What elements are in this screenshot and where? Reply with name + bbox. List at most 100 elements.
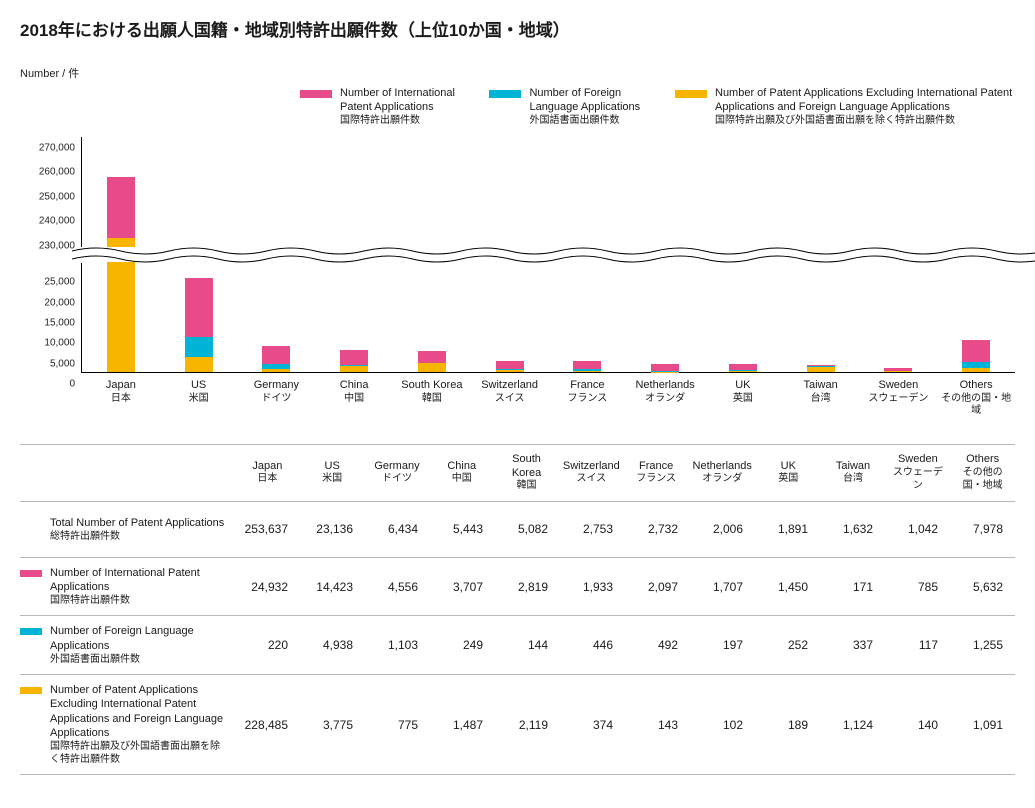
table-cell: 1,933 [560, 572, 625, 602]
y-tick: 10,000 [44, 338, 75, 349]
x-label: Taiwan台湾 [782, 373, 860, 418]
table-cell: 6,434 [365, 514, 430, 544]
bar [782, 263, 860, 372]
bar-upper [238, 137, 316, 247]
y-tick: 260,000 [39, 167, 75, 178]
table-cell: 3,707 [430, 572, 495, 602]
bar-upper [160, 137, 238, 247]
table-col-header: Japan日本 [235, 452, 300, 494]
bar-upper [937, 137, 1015, 247]
bar-upper [626, 137, 704, 247]
table-cell: 2,006 [690, 514, 755, 544]
table-cell: 117 [885, 630, 950, 660]
legend-item: Number of Patent Applications Excluding … [675, 87, 1015, 127]
table-cell: 1,042 [885, 514, 950, 544]
table-col-header: Taiwan台湾 [821, 452, 886, 494]
table-cell: 171 [820, 572, 885, 602]
table-cell: 252 [755, 630, 820, 660]
table-cell: 1,124 [820, 710, 885, 740]
x-label: Swedenスウェーデン [860, 373, 938, 418]
table-cell: 2,753 [560, 514, 625, 544]
table-cell: 197 [690, 630, 755, 660]
bar-upper [782, 137, 860, 247]
y-tick: 20,000 [44, 297, 75, 308]
table-col-header: US米国 [300, 452, 365, 494]
table-cell: 5,082 [495, 514, 560, 544]
legend-item: Number of International Patent Applicati… [300, 87, 461, 127]
table-cell: 2,732 [625, 514, 690, 544]
table-row: Number of International Patent Applicati… [20, 558, 1015, 617]
data-table: Japan日本US米国GermanyドイツChina中国South Korea韓… [20, 444, 1015, 775]
table-col-header: Swedenスウェーデン [885, 445, 950, 500]
bar [937, 263, 1015, 372]
y-tick: 250,000 [39, 191, 75, 202]
table-cell: 492 [625, 630, 690, 660]
x-axis-labels: Japan日本US米国GermanyドイツChina中国South Korea韓… [82, 373, 1015, 418]
bar [82, 263, 160, 372]
table-cell: 775 [365, 710, 430, 740]
table-cell: 228,485 [235, 710, 300, 740]
table-cell: 23,136 [300, 514, 365, 544]
table-cell: 1,632 [820, 514, 885, 544]
chart: 230,000240,000250,000260,000270,000 05,0… [20, 137, 1015, 373]
bar-upper [82, 137, 160, 247]
table-col-header: South Korea韓国 [494, 445, 559, 501]
legend-item: Number of Foreign Language Applications外… [489, 87, 647, 127]
bar-upper [315, 137, 393, 247]
table-col-header: Othersその他の国・地域 [950, 445, 1015, 500]
table-cell: 1,103 [365, 630, 430, 660]
table-cell: 446 [560, 630, 625, 660]
table-cell: 3,775 [300, 710, 365, 740]
bar [471, 263, 549, 372]
bar [549, 263, 627, 372]
y-axis-label: Number / 件 [20, 65, 1015, 81]
y-tick: 230,000 [39, 240, 75, 251]
table-cell: 14,423 [300, 572, 365, 602]
bar-upper [704, 137, 782, 247]
x-label: Switzerlandスイス [471, 373, 549, 418]
table-cell: 1,707 [690, 572, 755, 602]
table-cell: 1,450 [755, 572, 820, 602]
bar-upper [860, 137, 938, 247]
y-tick: 5,000 [50, 358, 75, 369]
y-tick: 270,000 [39, 143, 75, 154]
table-cell: 2,819 [495, 572, 560, 602]
table-cell: 374 [560, 710, 625, 740]
table-row: Total Number of Patent Applications総特許出願… [20, 502, 1015, 558]
table-col-header: Netherlandsオランダ [689, 452, 756, 494]
y-tick: 240,000 [39, 216, 75, 227]
legend: Number of International Patent Applicati… [300, 87, 1015, 127]
table-cell: 7,978 [950, 514, 1015, 544]
table-cell: 785 [885, 572, 950, 602]
table-col-header: Germanyドイツ [365, 452, 430, 494]
bar-upper [471, 137, 549, 247]
table-cell: 2,097 [625, 572, 690, 602]
x-label: China中国 [315, 373, 393, 418]
table-cell: 4,938 [300, 630, 365, 660]
bar [393, 263, 471, 372]
table-cell: 4,556 [365, 572, 430, 602]
x-label: US米国 [160, 373, 238, 418]
x-label: Franceフランス [549, 373, 627, 418]
table-cell: 220 [235, 630, 300, 660]
x-label: Japan日本 [82, 373, 160, 418]
table-cell: 189 [755, 710, 820, 740]
table-cell: 5,632 [950, 572, 1015, 602]
table-cell: 337 [820, 630, 885, 660]
table-row: Number of Foreign Language Applications外… [20, 616, 1015, 675]
table-row: Number of Patent Applications Excluding … [20, 675, 1015, 775]
bar-upper [393, 137, 471, 247]
table-cell: 1,891 [755, 514, 820, 544]
table-cell: 249 [430, 630, 495, 660]
bar [860, 263, 938, 372]
y-tick: 25,000 [44, 277, 75, 288]
bar [238, 263, 316, 372]
table-col-header: Switzerlandスイス [559, 452, 624, 494]
table-cell: 5,443 [430, 514, 495, 544]
x-label: UK英国 [704, 373, 782, 418]
table-cell: 24,932 [235, 572, 300, 602]
table-col-header: China中国 [429, 452, 494, 494]
table-col-header: Franceフランス [624, 452, 689, 494]
y-tick: 15,000 [44, 317, 75, 328]
table-cell: 102 [690, 710, 755, 740]
